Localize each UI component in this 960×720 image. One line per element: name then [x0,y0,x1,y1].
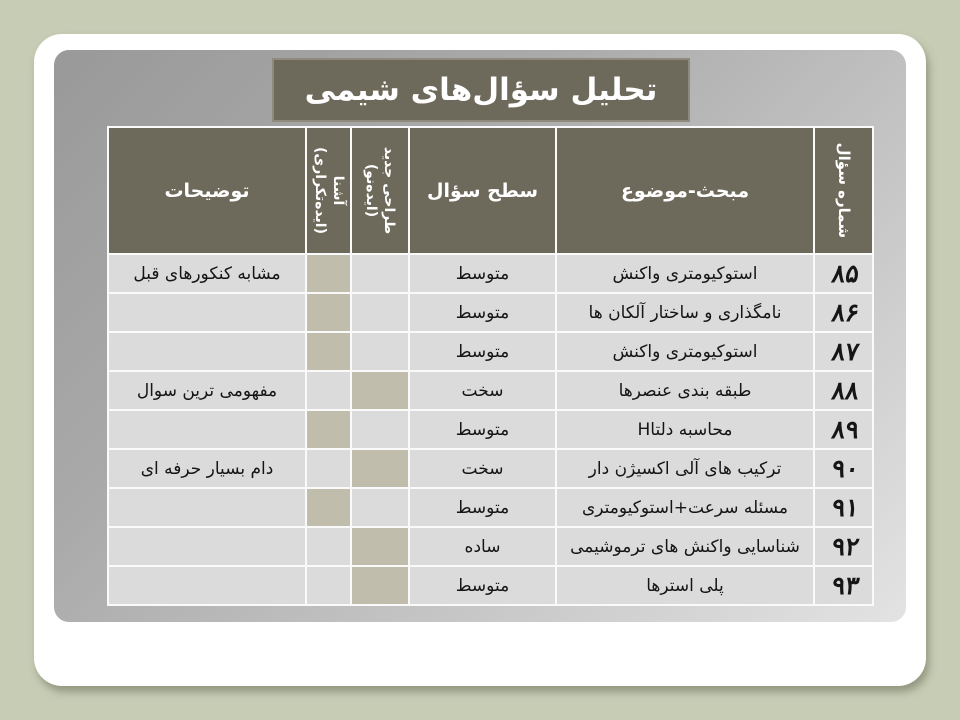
slide-title-box: تحلیل سؤال‌های شیمی [272,58,690,122]
header-notes-label: توضیحات [164,179,250,202]
familiar-mark-cell [307,372,350,409]
topic-cell: طبقه بندی عنصرها [557,372,813,409]
notes-cell [109,294,305,331]
question-number-cell: ۸۷ [815,333,872,370]
new-design-mark-cell [352,450,408,487]
familiar-mark-cell [307,294,350,331]
notes-cell [109,489,305,526]
notes-cell [109,411,305,448]
header-familiar: آشنا (ایده‌تکراری) [307,128,350,253]
new-design-mark-cell [352,489,408,526]
notes-cell: مشابه کنکورهای قبل [109,255,305,292]
header-question-number-label: شماره سؤال [834,142,853,239]
topic-cell: ترکیب های آلی اکسیژن دار [557,450,813,487]
familiar-mark-cell [307,333,350,370]
topic-cell: محاسبه دلتاH [557,411,813,448]
question-number-cell: ۸۸ [815,372,872,409]
header-topic: مبحث-موضوع [557,128,813,253]
familiar-mark-cell [307,255,350,292]
header-new-design-label: طراحی جدید (ایده‌نو) [364,146,398,235]
familiar-mark-cell [307,528,350,565]
new-design-mark-cell [352,528,408,565]
new-design-mark-cell [352,294,408,331]
header-question-number: شماره سؤال [815,128,872,253]
level-cell: متوسط [410,411,555,448]
notes-cell [109,333,305,370]
topic-cell: استوکیومتری واکنش [557,255,813,292]
notes-cell: مفهومی ترین سوال [109,372,305,409]
familiar-mark-cell [307,411,350,448]
new-design-mark-cell [352,333,408,370]
topic-cell: مسئله سرعت+استوکیومتری [557,489,813,526]
topic-cell: نامگذاری و ساختار آلکان ها [557,294,813,331]
level-cell: متوسط [410,255,555,292]
level-cell: سخت [410,372,555,409]
new-design-mark-cell [352,567,408,604]
level-cell: سخت [410,450,555,487]
new-design-mark-cell [352,255,408,292]
level-cell: متوسط [410,294,555,331]
new-design-mark-cell [352,411,408,448]
topic-cell: استوکیومتری واکنش [557,333,813,370]
topic-cell: پلی استرها [557,567,813,604]
question-number-cell: ۸۵ [815,255,872,292]
question-number-cell: ۹۳ [815,567,872,604]
slide-title: تحلیل سؤال‌های شیمی [304,72,658,108]
notes-cell [109,567,305,604]
familiar-mark-cell [307,450,350,487]
new-design-mark-cell [352,372,408,409]
topic-cell: شناسایی واکنش های ترموشیمی [557,528,813,565]
notes-cell: دام بسیار حرفه ای [109,450,305,487]
level-cell: متوسط [410,567,555,604]
question-number-cell: ۸۹ [815,411,872,448]
header-new-design: طراحی جدید (ایده‌نو) [352,128,408,253]
slide-card: تحلیل سؤال‌های شیمی شماره سؤال مبحث-موضو… [34,34,926,686]
familiar-mark-cell [307,489,350,526]
question-number-cell: ۹۲ [815,528,872,565]
header-topic-label: مبحث-موضوع [620,179,750,202]
question-number-cell: ۹۱ [815,489,872,526]
level-cell: متوسط [410,333,555,370]
header-familiar-label: آشنا (ایده‌تکراری) [312,146,346,235]
level-cell: متوسط [410,489,555,526]
question-number-cell: ۹۰ [815,450,872,487]
notes-cell [109,528,305,565]
question-number-cell: ۸۶ [815,294,872,331]
header-notes: توضیحات [109,128,305,253]
question-analysis-table: شماره سؤال مبحث-موضوع سطح سؤال طراحی جدی… [107,126,874,606]
content-panel: تحلیل سؤال‌های شیمی شماره سؤال مبحث-موضو… [54,50,906,622]
header-level-label: سطح سؤال [426,179,539,202]
familiar-mark-cell [307,567,350,604]
level-cell: ساده [410,528,555,565]
header-level: سطح سؤال [410,128,555,253]
